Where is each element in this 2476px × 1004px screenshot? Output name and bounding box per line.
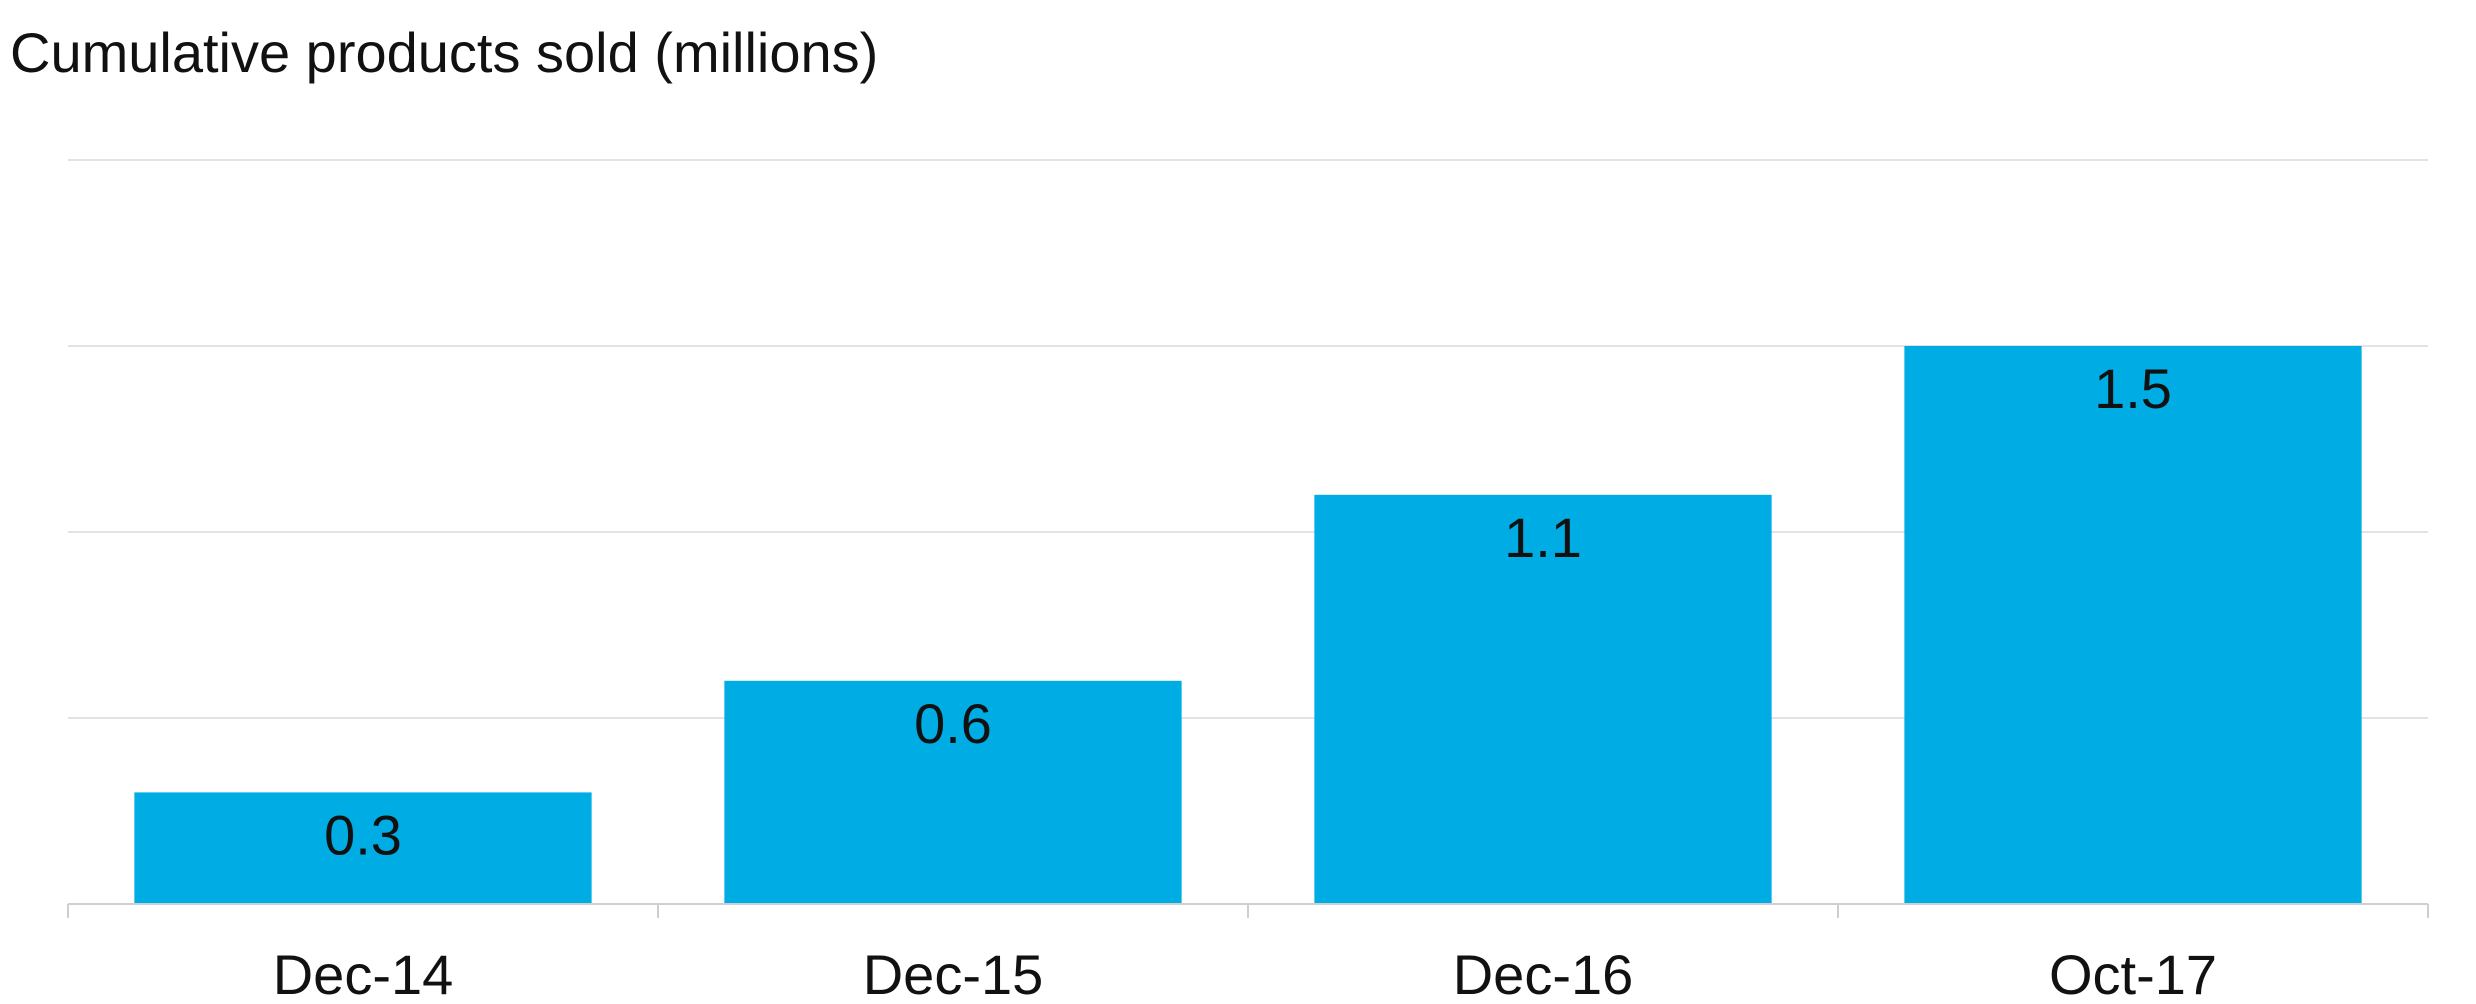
bar [724,680,1182,904]
bar [1904,346,2362,904]
bar [134,792,592,904]
labels: 0.3 Dec-14 0.6 Dec-15 1.1 Dec-16 1.5 Oct-17 [273,357,2217,1004]
data-label: 0.3 [324,803,402,866]
chart-title: Cumulative products sold (millions) [10,21,879,84]
x-tick-label: Dec-15 [863,943,1044,1004]
bars [134,346,2362,904]
bar [1314,494,1772,904]
data-label: 0.6 [914,692,992,755]
data-label: 1.1 [1504,506,1582,569]
x-tick-label: Dec-16 [1453,943,1634,1004]
x-axis [67,903,2429,918]
x-tick-label: Dec-14 [273,943,454,1004]
x-tick-label: Oct-17 [2049,943,2217,1004]
data-label: 1.5 [2094,357,2172,420]
